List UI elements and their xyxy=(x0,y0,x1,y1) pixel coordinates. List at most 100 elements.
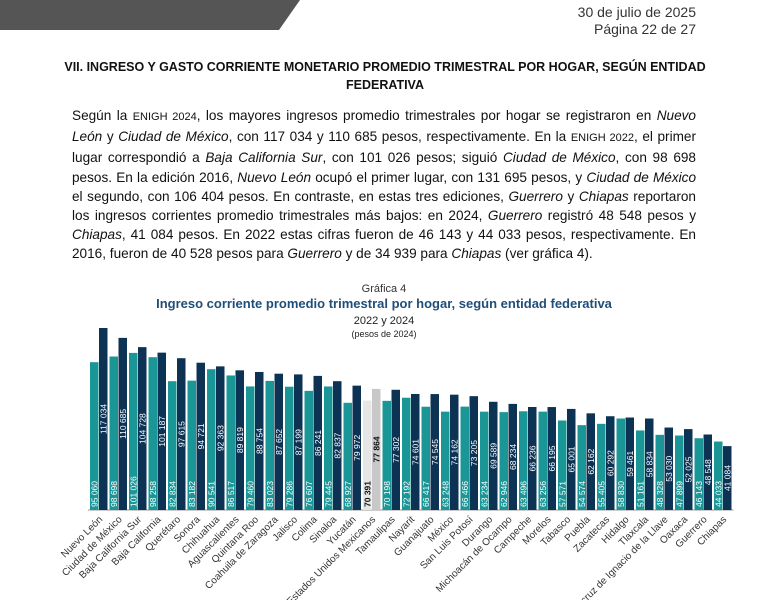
bar-2024 xyxy=(313,375,322,510)
bar-2024 xyxy=(294,374,303,510)
bar-2022 xyxy=(421,406,430,510)
bar-2024 xyxy=(391,389,400,510)
paragraph-segment: Nuevo León xyxy=(237,169,312,185)
bar-2024 xyxy=(138,347,147,510)
paragraph-segment: y xyxy=(562,188,579,204)
chart-subtitle: 2022 y 2024 xyxy=(354,315,415,327)
data-label-2024: 97 615 xyxy=(177,421,187,447)
data-label-2024: 65 001 xyxy=(567,446,577,472)
section-title: VII. INGRESO Y GASTO CORRIENTE MONETARIO… xyxy=(64,60,706,92)
data-label-2024: 77 302 xyxy=(391,437,401,463)
data-label-2022: 63 234 xyxy=(480,481,490,507)
data-label-2022: 58 830 xyxy=(616,481,626,507)
bar-2024 xyxy=(645,418,654,510)
bar-2022 xyxy=(129,352,138,510)
bar-2024 xyxy=(99,328,108,510)
data-label-2024: 86 241 xyxy=(313,430,323,456)
data-label-2022: 57 571 xyxy=(558,481,568,507)
bar-2024 xyxy=(547,407,556,510)
paragraph-segment: ocupó el primer lugar, con 131 695 pesos… xyxy=(311,169,587,185)
data-label-2022: 83 023 xyxy=(265,481,275,507)
bar-2022 xyxy=(324,386,333,510)
bar-2024 xyxy=(430,394,439,510)
data-label-2024: 88 754 xyxy=(255,428,265,454)
bar-2022 xyxy=(109,356,118,510)
bar-2022 xyxy=(714,441,723,510)
data-label-2022: 72 192 xyxy=(402,481,412,507)
data-label-2024: 66 236 xyxy=(528,445,538,471)
data-label-2022: 98 258 xyxy=(148,481,158,507)
chart-label: Gráfica 4 xyxy=(362,283,407,295)
bar-2024 xyxy=(235,370,244,510)
paragraph-segment: Nuevo León xyxy=(72,108,696,145)
paragraph-segment: el segundo, con 106 404 pesos. En contra… xyxy=(72,188,509,204)
data-label-2022: 90 541 xyxy=(207,481,217,507)
data-label-2024: 52 025 xyxy=(684,456,694,482)
bar-2022 xyxy=(343,402,352,510)
data-label-2022: 63 248 xyxy=(441,481,451,507)
data-label-2022: 86 517 xyxy=(226,481,236,507)
header-banner xyxy=(0,0,300,30)
data-label-2024: 66 195 xyxy=(547,445,557,471)
data-label-2024: 87 652 xyxy=(274,429,284,455)
data-label-2022: 63 496 xyxy=(519,481,529,507)
data-label-2022: 66 417 xyxy=(421,481,431,507)
bar-2022 xyxy=(304,390,313,510)
data-label-2024: 89 819 xyxy=(235,427,245,453)
data-label-2022: 70 198 xyxy=(382,481,392,507)
paragraph-segment: , con 98 698 pesos. En la edición 2016, xyxy=(72,150,696,185)
data-label-2024: 104 728 xyxy=(138,413,148,444)
bar-2022 xyxy=(597,423,606,510)
data-label-2024: 117 034 xyxy=(99,404,109,434)
data-label-2024: 58 834 xyxy=(645,451,655,477)
bar-2022 xyxy=(636,430,645,510)
paragraph-segment: y de 34 939 para xyxy=(341,246,452,262)
bar-2022 xyxy=(285,386,294,510)
data-label-2024: 74 545 xyxy=(430,439,440,465)
paragraph-segment: reportaron los ingresos corrientes prome… xyxy=(72,188,696,224)
bar-2022 xyxy=(246,386,255,510)
data-label-2022: 51 161 xyxy=(636,481,646,507)
paragraph-segment: Chiapas xyxy=(451,246,502,262)
data-label-2022: 63 256 xyxy=(538,481,548,507)
data-label-2022: 46 143 xyxy=(694,481,704,507)
paragraph-segment: Chiapas xyxy=(578,188,629,204)
paragraph-segment: Baja California Sur xyxy=(205,150,323,166)
data-label-2022: 47 899 xyxy=(675,481,685,507)
data-label-2024: 60 292 xyxy=(606,450,616,476)
data-label-2024: 68 234 xyxy=(508,444,518,470)
data-label-2024: 74 162 xyxy=(450,439,460,465)
paragraph-segment: , el primer lugar correspondió a xyxy=(72,129,696,166)
data-label-2022: 68 927 xyxy=(343,481,353,507)
paragraph-segment: , con 101 026 pesos; siguió xyxy=(322,150,503,166)
bar-2024 xyxy=(372,388,381,510)
data-label-2022: 54 574 xyxy=(577,481,587,507)
paragraph-segment: , con 117 034 y 110 685 pesos, respectiv… xyxy=(228,129,571,145)
bar-2024 xyxy=(606,416,615,510)
data-label-2024: 87 199 xyxy=(294,429,304,455)
data-label-2024: 62 162 xyxy=(586,448,596,474)
data-label-2024: 110 685 xyxy=(118,409,128,439)
paragraph-segment: , 41 084 pesos. En 2022 estas cifras fue… xyxy=(72,227,696,262)
bar-2024 xyxy=(411,393,420,510)
bar-2022 xyxy=(402,397,411,510)
bar-2022 xyxy=(480,411,489,510)
data-label-2022: 62 946 xyxy=(499,481,509,507)
bar-2024 xyxy=(196,362,205,510)
paragraph-segment: ENIGH 2022 xyxy=(570,132,634,145)
paragraph-segment: registró 48 548 pesos y xyxy=(542,208,696,224)
data-label-2024: 82 837 xyxy=(333,432,343,458)
data-label-2024: 53 030 xyxy=(664,455,674,481)
paragraph-segment: (ver gráfica 4). xyxy=(501,246,593,262)
bar-2022 xyxy=(187,380,196,510)
bar-2022 xyxy=(616,418,625,510)
paragraph-segment: Chiapas xyxy=(72,227,122,243)
paragraph-segment: Según la xyxy=(72,108,133,123)
data-label-2022: 76 607 xyxy=(304,481,314,507)
paragraph-segment: , los mayores ingresos promedio trimestr… xyxy=(196,108,657,123)
bar-2024 xyxy=(723,446,732,510)
bar-2022 xyxy=(460,406,469,510)
data-label-2024: 59 461 xyxy=(625,450,635,476)
data-label-2022: 44 033 xyxy=(714,481,724,507)
data-label-2022: 82 834 xyxy=(168,481,178,507)
